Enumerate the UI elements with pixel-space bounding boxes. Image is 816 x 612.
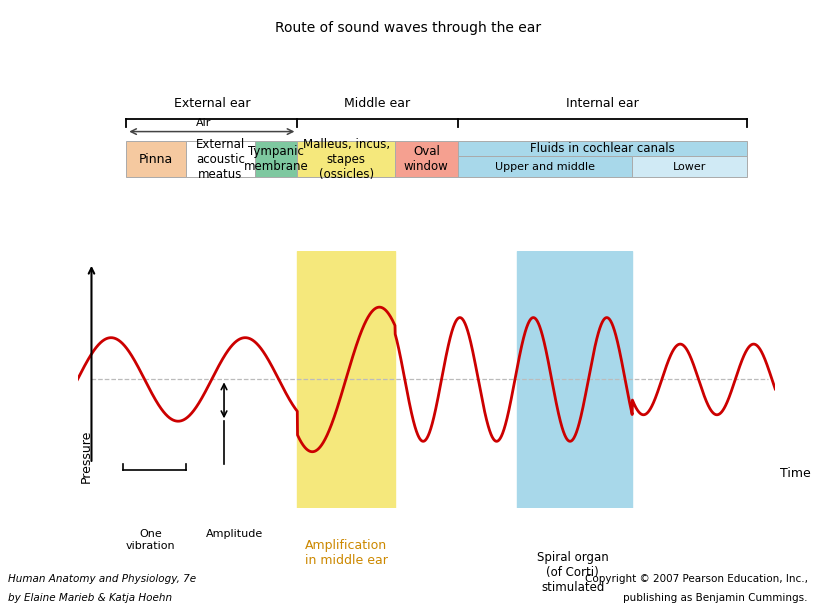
Text: Copyright © 2007 Pearson Education, Inc.,: Copyright © 2007 Pearson Education, Inc.… — [585, 575, 808, 584]
Text: Amplitude: Amplitude — [206, 529, 263, 539]
Text: Internal ear: Internal ear — [566, 97, 639, 110]
Text: Air: Air — [196, 118, 211, 128]
Text: Human Anatomy and Physiology, 7e: Human Anatomy and Physiology, 7e — [8, 575, 197, 584]
Text: publishing as Benjamin Cummings.: publishing as Benjamin Cummings. — [623, 593, 808, 603]
Text: Malleus, incus,
stapes
(ossicles): Malleus, incus, stapes (ossicles) — [303, 138, 390, 181]
Text: External
acoustic
meatus: External acoustic meatus — [196, 138, 245, 181]
Text: Spiral organ
(of Corti)
stimulated: Spiral organ (of Corti) stimulated — [537, 551, 609, 594]
Text: Route of sound waves through the ear: Route of sound waves through the ear — [275, 21, 541, 35]
Bar — [458, 156, 632, 177]
Text: Lower: Lower — [673, 162, 707, 172]
Text: Pinna: Pinna — [139, 152, 173, 166]
Bar — [126, 141, 186, 177]
Text: Upper and middle: Upper and middle — [495, 162, 595, 172]
Bar — [458, 141, 747, 156]
Text: by Elaine Marieb & Katja Hoehn: by Elaine Marieb & Katja Hoehn — [8, 593, 172, 603]
Text: Oval
window: Oval window — [404, 145, 449, 173]
Bar — [186, 141, 255, 177]
Text: One
vibration: One vibration — [126, 529, 175, 551]
Text: Fluids in cochlear canals: Fluids in cochlear canals — [530, 142, 675, 155]
Bar — [632, 156, 747, 177]
Bar — [255, 141, 297, 177]
Text: Middle ear: Middle ear — [344, 97, 410, 110]
Text: Time: Time — [780, 467, 811, 480]
Text: Pressure: Pressure — [80, 430, 93, 483]
Bar — [517, 251, 632, 508]
Text: External ear: External ear — [174, 97, 250, 110]
Text: Tympanic
membrane: Tympanic membrane — [244, 145, 308, 173]
Bar — [395, 141, 458, 177]
Bar — [297, 141, 395, 177]
Text: Amplification
in middle ear: Amplification in middle ear — [304, 539, 388, 567]
Bar — [297, 251, 395, 508]
